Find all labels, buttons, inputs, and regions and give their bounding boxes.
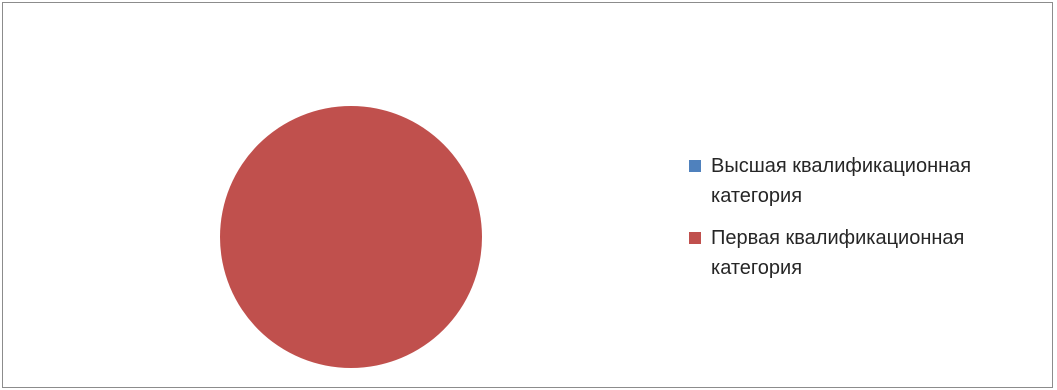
- pie-slices: [220, 106, 482, 368]
- pie-chart: [220, 106, 482, 368]
- pie-slice-first-category: [220, 106, 482, 368]
- legend-item-first-category: Первая квалификационная категория: [689, 223, 1049, 283]
- legend-swatch-highest-category: [689, 160, 701, 172]
- legend-swatch-first-category: [689, 232, 701, 244]
- legend-label-first-category: Первая квалификационная категория: [711, 227, 965, 279]
- legend: Высшая квалификационная категория Первая…: [689, 151, 1049, 295]
- legend-label-highest-category: Высшая квалификационная категория: [711, 155, 972, 207]
- legend-item-highest-category: Высшая квалификационная категория: [689, 151, 1049, 211]
